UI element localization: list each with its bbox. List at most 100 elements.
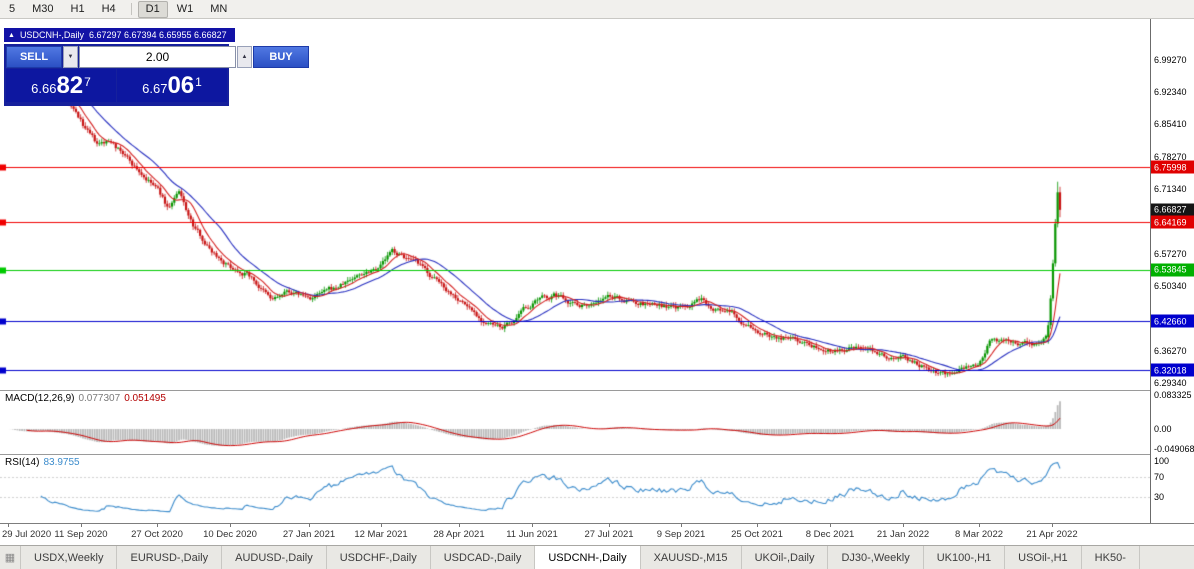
date-label: 11 Jun 2021 (506, 529, 558, 540)
time-axis-tick (459, 524, 460, 527)
rsi-name: RSI(14) (5, 457, 40, 468)
tab-usdcad-daily[interactable]: USDCAD-,Daily (431, 546, 536, 569)
rsi-axis-label: 70 (1154, 471, 1165, 482)
timeframe-w1[interactable]: W1 (176, 2, 194, 15)
chart-ohlc-values: 6.67297 6.67394 6.65955 6.66827 (88, 30, 227, 40)
date-label: 8 Mar 2022 (954, 529, 1004, 540)
current-price-badge: 6.66827 (1151, 203, 1194, 217)
rsi-pane-separator[interactable] (0, 454, 1194, 455)
timeframe-5[interactable]: 5 (9, 2, 16, 15)
macd-pane-separator[interactable] (0, 390, 1194, 391)
price-axis[interactable]: 6.99270 6.92340 6.85410 6.78270 6.71340 6.572… (1151, 19, 1194, 523)
price-axis-label: 6.29340 (1154, 377, 1187, 388)
timeframe-bar: 5 M30 H1 H4 D1 W1 MN (0, 0, 1194, 19)
tab-usdchf-daily[interactable]: USDCHF-,Daily (327, 546, 431, 569)
sell-button[interactable]: SELL (6, 46, 62, 68)
macd-main-value: 0.077307 (78, 393, 121, 404)
date-label: 27 Jul 2021 (584, 529, 634, 540)
one-click-trading-panel: SELL ▼ ▲ BUY 6.66 82 7 6.67 06 1 (4, 44, 309, 106)
time-axis-tick (979, 524, 980, 527)
timeframe-m30[interactable]: M30 (32, 2, 54, 15)
tab-dj30-weekly[interactable]: DJ30-,Weekly (828, 546, 924, 569)
date-label: 27 Jan 2021 (282, 529, 336, 540)
time-axis-tick (609, 524, 610, 527)
time-axis-tick (830, 524, 831, 527)
tab-audusd-daily[interactable]: AUDUSD-,Daily (222, 546, 327, 569)
date-label: 12 Mar 2021 (354, 529, 408, 540)
sell-price-sup: 7 (84, 75, 91, 89)
volume-input[interactable] (79, 46, 236, 68)
price-axis-label: 6.36270 (1154, 345, 1187, 356)
hline-price-badge: 6.53845 (1151, 263, 1194, 277)
timeframe-h4[interactable]: H4 (101, 2, 116, 15)
tab-xauusd-m15[interactable]: XAUUSD-,M15 (641, 546, 742, 569)
hline-price-badge: 6.32018 (1151, 363, 1194, 377)
tab-eurusd-daily[interactable]: EURUSD-,Daily (117, 546, 223, 569)
time-axis-tick (230, 524, 231, 527)
time-axis[interactable]: 29 Jul 2020 11 Sep 2020 27 Oct 2020 10 Dec … (0, 523, 1194, 545)
date-label: 21 Jan 2022 (876, 529, 930, 540)
macd-indicator-label: MACD(12,26,9) 0.077307 0.051495 (5, 393, 166, 404)
time-axis-tick (8, 524, 9, 527)
date-label: 28 Apr 2021 (433, 529, 485, 540)
price-axis-separator (1150, 19, 1151, 523)
date-label: 29 Jul 2020 (2, 529, 52, 540)
tab-usoil-h1[interactable]: USOil-,H1 (1005, 546, 1082, 569)
tab-ukoil-daily[interactable]: UKOil-,Daily (742, 546, 829, 569)
rsi-axis-label: 30 (1154, 492, 1165, 503)
toolbar-separator (130, 3, 132, 15)
price-axis-label: 6.78270 (1154, 151, 1187, 162)
buy-price-main: 06 (167, 72, 195, 99)
rsi-value: 83.9755 (43, 457, 80, 468)
date-label: 11 Sep 2020 (54, 529, 108, 540)
time-axis-tick (903, 524, 904, 527)
sell-price-display[interactable]: 6.66 82 7 (6, 69, 116, 102)
timeframe-h1[interactable]: H1 (70, 2, 85, 15)
macd-axis-label: 0.00 (1154, 424, 1172, 434)
date-label: 21 Apr 2022 (1026, 529, 1078, 540)
date-label: 25 Oct 2021 (731, 529, 783, 540)
window-list-icon[interactable]: ▦ (0, 546, 21, 569)
price-axis-label: 6.85410 (1154, 119, 1187, 129)
buy-button[interactable]: BUY (253, 46, 309, 68)
date-label: 27 Oct 2020 (131, 529, 183, 540)
buy-price-head: 6.67 (142, 81, 168, 96)
time-axis-tick (1052, 524, 1053, 527)
tab-usdcnh-daily[interactable]: USDCNH-,Daily (535, 546, 641, 569)
chart-symbol-label: USDCNH-,Daily (19, 30, 84, 40)
price-axis-label: 6.50340 (1154, 280, 1187, 291)
buy-price-display[interactable]: 6.67 06 1 (117, 69, 227, 102)
hline-price-badge: 6.42660 (1151, 314, 1194, 328)
price-axis-label: 6.99270 (1154, 55, 1187, 65)
tab-hk50[interactable]: HK50- (1082, 546, 1140, 569)
price-axis-label: 6.71340 (1154, 183, 1187, 194)
volume-increase-button[interactable]: ▲ (237, 46, 252, 68)
date-label: 10 Dec 2020 (203, 529, 257, 540)
buy-price-sup: 1 (195, 75, 202, 89)
price-axis-label: 6.57270 (1154, 248, 1187, 259)
volume-decrease-button[interactable]: ▼ (63, 46, 78, 68)
timeframe-d1[interactable]: D1 (137, 0, 168, 18)
time-axis-tick (681, 524, 682, 527)
date-label: 9 Sep 2021 (656, 529, 706, 540)
chart-window: ▲ USDCNH-,Daily 6.67297 6.67394 6.65955 … (0, 19, 1194, 545)
price-axis-label: 6.92340 (1154, 87, 1187, 97)
rsi-indicator-label: RSI(14) 83.9755 (5, 457, 80, 468)
date-label: 8 Dec 2021 (805, 529, 855, 540)
chart-title-bar[interactable]: ▲ USDCNH-,Daily 6.67297 6.67394 6.65955 … (4, 28, 235, 42)
macd-axis-label: -0.049068 (1154, 444, 1194, 454)
time-axis-tick (532, 524, 533, 527)
collapse-icon: ▲ (8, 31, 15, 39)
tab-uk100-h1[interactable]: UK100-,H1 (924, 546, 1006, 569)
hline-price-badge: 6.75998 (1151, 160, 1194, 174)
time-axis-tick (381, 524, 382, 527)
sell-price-main: 82 (56, 72, 84, 99)
tab-usdx-weekly[interactable]: USDX,Weekly (21, 546, 118, 569)
time-axis-tick (757, 524, 758, 527)
chart-tabs-bar: ▦ USDX,Weekly EURUSD-,Daily AUDUSD-,Daily US… (0, 545, 1194, 569)
timeframe-mn[interactable]: MN (210, 2, 228, 15)
time-axis-tick (309, 524, 310, 527)
time-axis-tick (157, 524, 158, 527)
hline-price-badge: 6.64169 (1151, 215, 1194, 229)
